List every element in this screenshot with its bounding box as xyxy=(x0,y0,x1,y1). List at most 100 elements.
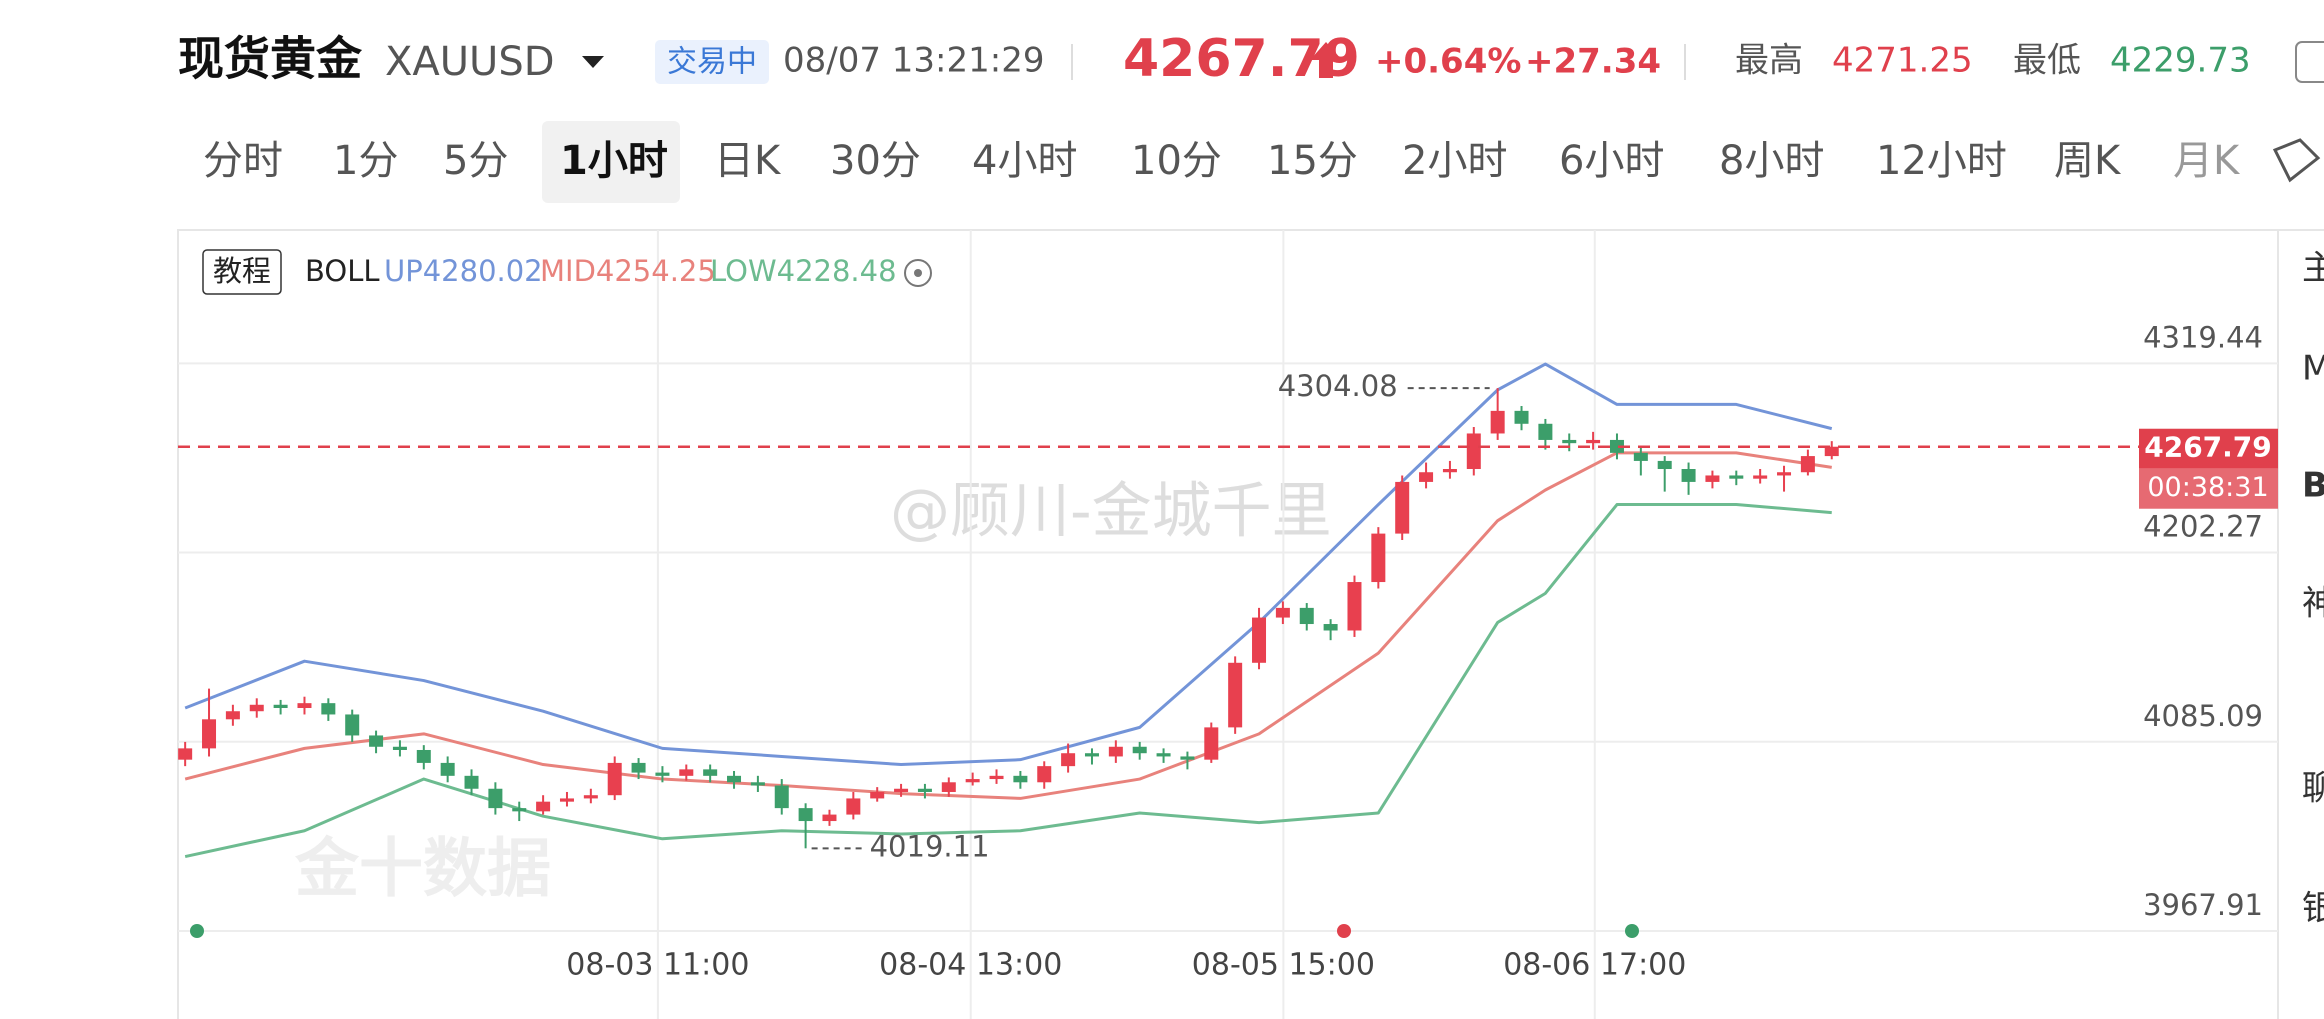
y-tick-label: 4085.09 xyxy=(2143,699,2263,733)
candle-body xyxy=(1538,423,1553,440)
tab[interactable]: 周K xyxy=(2054,138,2122,184)
tab[interactable]: 日K xyxy=(714,138,782,184)
candle-body xyxy=(1108,746,1123,757)
high-label: 最高 xyxy=(1735,41,1803,81)
price-tag-label: 4267.79 xyxy=(2144,431,2272,464)
legend-entry: MID4254.25 xyxy=(540,254,716,288)
tab[interactable]: 分时 xyxy=(203,138,283,184)
candle-body xyxy=(846,798,861,815)
event-dot[interactable] xyxy=(1337,924,1351,938)
candle-body xyxy=(512,808,527,812)
candle-body xyxy=(440,762,455,776)
candle-body xyxy=(965,779,980,783)
tutorial-button[interactable] xyxy=(202,249,282,295)
candle-body xyxy=(488,788,503,809)
candle-body xyxy=(941,782,956,792)
candle-body xyxy=(1442,469,1457,473)
candle-body xyxy=(1609,439,1624,453)
symbol[interactable]: XAUUSD xyxy=(385,39,555,85)
side-item[interactable]: 银 xyxy=(2302,889,2324,929)
tab[interactable]: 5分 xyxy=(443,138,508,184)
side-item[interactable]: 神 xyxy=(2302,584,2324,624)
candle-body xyxy=(1252,617,1267,663)
side-item[interactable]: 主 xyxy=(2302,249,2324,289)
tab[interactable]: 1小时 xyxy=(560,138,668,184)
event-dot[interactable] xyxy=(1625,924,1639,938)
draw-tool-icon[interactable] xyxy=(2272,138,2321,183)
menu-icon[interactable] xyxy=(2295,41,2324,83)
candle-body xyxy=(1490,410,1505,434)
candle-body xyxy=(1466,433,1481,470)
countdown: 00:38:31 xyxy=(2147,472,2268,503)
candle-body xyxy=(202,719,217,749)
candle-body xyxy=(1633,452,1648,461)
candle-body xyxy=(583,795,598,799)
tab[interactable]: 15分 xyxy=(1267,138,1358,184)
boll-line xyxy=(184,451,1832,800)
candle-body xyxy=(798,808,813,822)
candle-body xyxy=(1275,607,1290,618)
candle-body xyxy=(774,785,789,809)
candle-body xyxy=(559,798,574,802)
x-tick-label: 08-04 13:00 xyxy=(879,948,1062,983)
tab[interactable]: 12小时 xyxy=(1876,138,2007,184)
status: 交易中 xyxy=(667,45,757,80)
tab[interactable]: 4小时 xyxy=(972,138,1077,184)
candle-body xyxy=(321,703,336,715)
side-item[interactable]: 聊 xyxy=(2302,769,2324,809)
x-tick-label: 08-05 15:00 xyxy=(1192,948,1375,983)
candle-body xyxy=(1204,727,1219,760)
tab[interactable]: 2小时 xyxy=(1402,138,1507,184)
candle-body xyxy=(1013,775,1028,783)
candle-body xyxy=(1729,475,1744,479)
up-arrow xyxy=(1310,42,1342,78)
candle-body xyxy=(989,775,1004,780)
candle-body xyxy=(750,782,765,786)
tab[interactable]: 30分 xyxy=(830,138,921,184)
candle-body xyxy=(1705,475,1720,482)
candle-body xyxy=(1824,446,1839,457)
candle-body xyxy=(894,788,909,792)
indicator-name[interactable]: BOLL xyxy=(305,254,380,288)
legend-entry: UP4280.02 xyxy=(384,254,543,288)
candle-body xyxy=(631,762,646,773)
candle-body xyxy=(1777,472,1792,476)
tab[interactable]: 1分 xyxy=(333,138,398,184)
candle-body xyxy=(1228,662,1243,728)
candle-body xyxy=(822,814,837,822)
change: +27.34 xyxy=(1525,42,1661,82)
candle-body xyxy=(1562,439,1577,444)
tutorial[interactable]: 教程 xyxy=(213,254,271,288)
active-tab-bg xyxy=(542,121,680,203)
candle-body xyxy=(1681,469,1696,482)
candle-body xyxy=(1395,481,1410,534)
boll-line xyxy=(184,503,1832,859)
y-tick-label: 3967.91 xyxy=(2143,888,2263,922)
candle-body xyxy=(345,714,360,736)
countdown-tag xyxy=(2139,468,2278,509)
candle-body xyxy=(607,762,622,796)
candle-body xyxy=(392,746,407,750)
tab[interactable]: 8小时 xyxy=(1719,138,1824,184)
tab[interactable]: 月K xyxy=(2173,138,2241,184)
dropdown-arrow[interactable] xyxy=(582,56,604,68)
quote-time: 08/07 13:21:29 xyxy=(783,41,1045,81)
candle-body xyxy=(464,775,479,789)
candle-body xyxy=(1299,607,1314,625)
side-item[interactable]: B xyxy=(2302,466,2324,506)
settings-icon-dot xyxy=(914,269,922,277)
watermark: 金十数据 xyxy=(294,833,551,907)
day-low: 4229.73 xyxy=(2110,41,2251,81)
candle-body xyxy=(727,775,742,783)
candle-body xyxy=(249,704,264,712)
tab[interactable]: 6小时 xyxy=(1559,138,1664,184)
side-item[interactable]: M xyxy=(2302,349,2324,389)
chart-frame xyxy=(177,229,2279,1019)
event-dot[interactable] xyxy=(190,924,204,938)
y-tick-label: 4319.44 xyxy=(2143,320,2263,354)
settings-icon[interactable] xyxy=(904,259,932,287)
candle-body xyxy=(870,791,885,799)
tab[interactable]: 10分 xyxy=(1131,138,1222,184)
candle-body xyxy=(1419,472,1434,482)
